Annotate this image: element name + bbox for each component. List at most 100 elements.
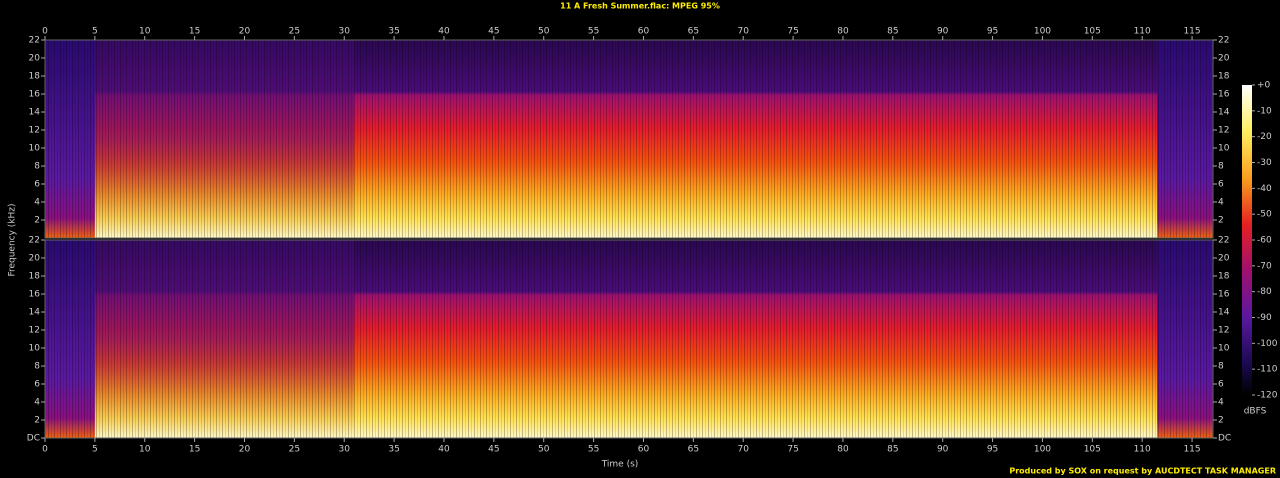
x-tick-label: 105 [1084,445,1101,455]
x-tick-label: 75 [787,27,798,37]
x-tick-label: 20 [239,27,251,37]
x-tick-label: 90 [937,27,949,37]
y-tick-label: 10 [29,344,41,354]
y-tick-label: 20 [1218,254,1230,264]
y-tick-label: 6 [34,380,40,390]
y-tick-label: 18 [29,72,41,82]
x-tick-label: 90 [937,445,949,455]
y-tick-label: 20 [29,254,41,264]
colorbar-tick-label: -10 [1257,106,1272,116]
x-tick-label: 100 [1034,445,1051,455]
y-tick-label: 18 [1218,272,1230,282]
y-tick-label: 14 [29,308,41,318]
y-tick-label: DC [1218,434,1231,444]
x-tick-label: 5 [92,445,98,455]
y-tick-label: 16 [1218,90,1230,100]
x-tick-label: 95 [987,445,998,455]
y-tick-label: 16 [29,90,41,100]
y-tick-label: 4 [1218,198,1224,208]
colorbar-label: dBFS [1244,407,1267,417]
y-axis-label: Frequency (kHz) [8,203,18,276]
colorbar-tick-label: -60 [1257,236,1272,246]
x-tick-label: 0 [42,27,48,37]
y-tick-label: 16 [29,290,41,300]
colorbar-tick-label: -120 [1257,391,1278,401]
footer: Produced by SOX on request by AUCDTECT T… [1009,467,1276,476]
x-tick-label: 30 [339,445,351,455]
y-tick-label: 12 [29,326,40,336]
y-tick-label: 8 [34,162,40,172]
x-tick-label: 55 [588,27,599,37]
x-tick-label: 15 [189,27,200,37]
y-tick-label: 4 [34,198,40,208]
x-tick-label: 50 [538,27,550,37]
x-tick-label: 10 [139,445,151,455]
x-tick-label: 70 [737,445,749,455]
x-tick-label: 85 [887,445,898,455]
x-tick-label: 15 [189,445,200,455]
x-tick-label: 45 [488,27,499,37]
x-tick-label: 10 [139,27,151,37]
colorbar-tick-label: -70 [1257,261,1272,271]
x-tick-label: 25 [289,27,300,37]
colorbar-tick-label: +0 [1257,81,1271,91]
y-tick-label: 14 [1218,308,1230,318]
y-tick-label: 6 [1218,380,1224,390]
spectrogram-texture [45,40,1213,238]
y-tick-label: 10 [1218,344,1230,354]
colorbar-tick-label: -50 [1257,210,1272,220]
y-tick-label: 12 [1218,126,1229,136]
x-tick-label: 100 [1034,27,1051,37]
y-tick-label: 2 [34,416,40,426]
colorbar-tick-label: -90 [1257,313,1272,323]
x-tick-label: 25 [289,445,300,455]
x-axis-label: Time (s) [601,460,639,470]
y-tick-label: 20 [1218,54,1230,64]
x-tick-label: 5 [92,27,98,37]
x-tick-label: 45 [488,445,499,455]
x-tick-label: 55 [588,445,599,455]
y-tick-label: 8 [1218,362,1224,372]
y-tick-label: 10 [1218,144,1230,154]
y-tick-label: 2 [1218,216,1224,226]
x-tick-label: 35 [388,445,399,455]
y-tick-label: 12 [29,126,40,136]
colorbar-tick-label: -100 [1257,339,1278,349]
y-tick-label: 18 [29,272,41,282]
y-tick-label: 4 [1218,398,1224,408]
x-tick-label: 115 [1183,27,1200,37]
y-tick-label: 8 [1218,162,1224,172]
x-tick-label: 95 [987,27,998,37]
y-tick-label: 6 [1218,180,1224,190]
x-tick-label: 110 [1134,445,1151,455]
y-tick-label: 2 [34,216,40,226]
y-tick-label: 10 [29,144,41,154]
y-tick-label: DC [27,434,40,444]
y-tick-label: 14 [1218,108,1230,118]
x-tick-label: 20 [239,445,251,455]
y-tick-label: 4 [34,398,40,408]
y-tick-label: 14 [29,108,41,118]
x-tick-label: 65 [688,27,699,37]
plot-frame [44,39,1214,239]
x-tick-label: 0 [42,445,48,455]
x-tick-label: 75 [787,445,798,455]
x-tick-label: 30 [339,27,351,37]
x-tick-label: 60 [638,445,650,455]
colorbar-tick-label: -80 [1257,287,1272,297]
x-tick-label: 85 [887,27,898,37]
x-tick-label: 105 [1084,27,1101,37]
x-tick-label: 60 [638,27,650,37]
y-tick-label: 8 [34,362,40,372]
x-tick-label: 80 [837,445,849,455]
x-tick-label: 40 [438,27,450,37]
y-tick-label: 22 [1218,236,1229,246]
x-tick-label: 115 [1183,445,1200,455]
colorbar-tick-label: -30 [1257,158,1272,168]
colorbar-tick-label: -110 [1257,365,1278,375]
plot-frame [44,239,1214,439]
x-tick-label: 40 [438,445,450,455]
spectrogram-texture [45,240,1213,438]
x-tick-label: 70 [737,27,749,37]
